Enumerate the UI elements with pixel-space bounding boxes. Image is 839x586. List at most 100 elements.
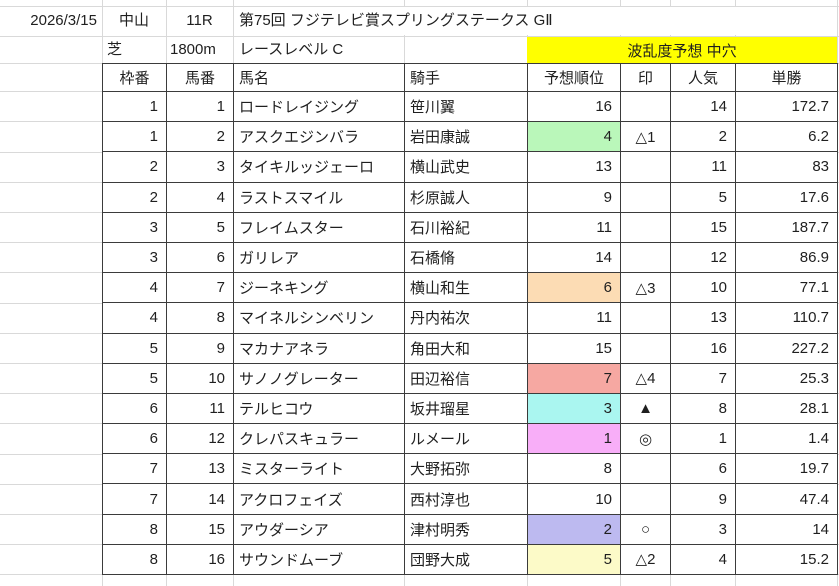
- popularity-cell[interactable]: 7: [670, 362, 736, 394]
- predicted-rank-cell[interactable]: 10: [527, 483, 621, 515]
- frame-number-cell[interactable]: 4: [102, 302, 167, 334]
- horse-name-cell[interactable]: フレイムスター: [233, 211, 405, 243]
- horse-number-cell[interactable]: 5: [166, 211, 234, 243]
- header-mark[interactable]: 印: [620, 63, 671, 92]
- win-odds-cell[interactable]: 86.9: [735, 241, 838, 274]
- race-number-cell[interactable]: 11R: [186, 12, 213, 29]
- jockey-cell[interactable]: 杉原誠人: [404, 181, 528, 213]
- frame-number-cell[interactable]: 1: [102, 90, 167, 123]
- frame-number-cell[interactable]: 6: [102, 392, 167, 425]
- header-popularity[interactable]: 人気: [670, 63, 736, 92]
- frame-number-cell[interactable]: 6: [102, 423, 167, 455]
- horse-number-cell[interactable]: 13: [166, 453, 234, 485]
- popularity-cell[interactable]: 8: [670, 392, 736, 425]
- predicted-rank-cell[interactable]: 4: [527, 121, 621, 153]
- distance-cell[interactable]: 1800m: [170, 41, 216, 58]
- mark-cell[interactable]: △3: [620, 272, 671, 304]
- horse-number-cell[interactable]: 10: [166, 362, 234, 394]
- win-odds-cell[interactable]: 110.7: [735, 302, 838, 334]
- horse-number-cell[interactable]: 3: [166, 151, 234, 183]
- frame-number-cell[interactable]: 7: [102, 483, 167, 515]
- horse-number-cell[interactable]: 15: [166, 513, 234, 545]
- popularity-cell[interactable]: 2: [670, 121, 736, 153]
- horse-name-cell[interactable]: クレパスキュラー: [233, 423, 405, 455]
- frame-number-cell[interactable]: 5: [102, 362, 167, 394]
- predicted-rank-cell[interactable]: 1: [527, 423, 621, 455]
- frame-number-cell[interactable]: 7: [102, 453, 167, 485]
- win-odds-cell[interactable]: 14: [735, 513, 838, 545]
- horse-name-cell[interactable]: マイネルシンベリン: [233, 302, 405, 334]
- horse-number-cell[interactable]: 6: [166, 241, 234, 274]
- race-date-cell[interactable]: 2026/3/15: [30, 12, 97, 29]
- horse-number-cell[interactable]: 14: [166, 483, 234, 515]
- horse-name-cell[interactable]: アスクエジンバラ: [233, 121, 405, 153]
- popularity-cell[interactable]: 6: [670, 453, 736, 485]
- horse-number-cell[interactable]: 16: [166, 543, 234, 576]
- header-predicted-rank[interactable]: 予想順位: [527, 63, 621, 92]
- predicted-rank-cell[interactable]: 7: [527, 362, 621, 394]
- jockey-cell[interactable]: 岩田康誠: [404, 121, 528, 153]
- volatility-banner[interactable]: 波乱度予想 中穴: [527, 37, 837, 63]
- mark-cell[interactable]: [620, 332, 671, 364]
- jockey-cell[interactable]: 笹川翼: [404, 90, 528, 123]
- horse-name-cell[interactable]: ジーネキング: [233, 272, 405, 304]
- jockey-cell[interactable]: ルメール: [404, 423, 528, 455]
- mark-cell[interactable]: △2: [620, 543, 671, 576]
- header-frame-number[interactable]: 枠番: [102, 63, 167, 92]
- jockey-cell[interactable]: 角田大和: [404, 332, 528, 364]
- popularity-cell[interactable]: 9: [670, 483, 736, 515]
- header-win-odds[interactable]: 単勝: [735, 63, 838, 92]
- frame-number-cell[interactable]: 3: [102, 211, 167, 243]
- mark-cell[interactable]: [620, 241, 671, 274]
- jockey-cell[interactable]: 丹内祐次: [404, 302, 528, 334]
- mark-cell[interactable]: [620, 302, 671, 334]
- horse-name-cell[interactable]: ガリレア: [233, 241, 405, 274]
- jockey-cell[interactable]: 石橋脩: [404, 241, 528, 274]
- frame-number-cell[interactable]: 8: [102, 513, 167, 545]
- frame-number-cell[interactable]: 5: [102, 332, 167, 364]
- horse-name-cell[interactable]: テルヒコウ: [233, 392, 405, 425]
- jockey-cell[interactable]: 石川裕紀: [404, 211, 528, 243]
- horse-number-cell[interactable]: 1: [166, 90, 234, 123]
- win-odds-cell[interactable]: 77.1: [735, 272, 838, 304]
- popularity-cell[interactable]: 16: [670, 332, 736, 364]
- frame-number-cell[interactable]: 1: [102, 121, 167, 153]
- mark-cell[interactable]: △1: [620, 121, 671, 153]
- jockey-cell[interactable]: 横山武史: [404, 151, 528, 183]
- surface-cell[interactable]: 芝: [107, 41, 123, 58]
- jockey-cell[interactable]: 横山和生: [404, 272, 528, 304]
- horse-number-cell[interactable]: 4: [166, 181, 234, 213]
- predicted-rank-cell[interactable]: 6: [527, 272, 621, 304]
- mark-cell[interactable]: ◎: [620, 423, 671, 455]
- win-odds-cell[interactable]: 187.7: [735, 211, 838, 243]
- frame-number-cell[interactable]: 2: [102, 151, 167, 183]
- horse-name-cell[interactable]: アウダーシア: [233, 513, 405, 545]
- popularity-cell[interactable]: 15: [670, 211, 736, 243]
- horse-number-cell[interactable]: 7: [166, 272, 234, 304]
- win-odds-cell[interactable]: 83: [735, 151, 838, 183]
- jockey-cell[interactable]: 大野拓弥: [404, 453, 528, 485]
- mark-cell[interactable]: [620, 151, 671, 183]
- win-odds-cell[interactable]: 47.4: [735, 483, 838, 515]
- popularity-cell[interactable]: 10: [670, 272, 736, 304]
- frame-number-cell[interactable]: 3: [102, 241, 167, 274]
- horse-number-cell[interactable]: 11: [166, 392, 234, 425]
- jockey-cell[interactable]: 坂井瑠星: [404, 392, 528, 425]
- mark-cell[interactable]: [620, 453, 671, 485]
- mark-cell[interactable]: [620, 181, 671, 213]
- horse-number-cell[interactable]: 9: [166, 332, 234, 364]
- race-title-cell[interactable]: 第75回 フジテレビ賞スプリングステークス GⅡ: [239, 12, 553, 29]
- predicted-rank-cell[interactable]: 8: [527, 453, 621, 485]
- mark-cell[interactable]: ○: [620, 513, 671, 545]
- jockey-cell[interactable]: 田辺裕信: [404, 362, 528, 394]
- popularity-cell[interactable]: 11: [670, 151, 736, 183]
- horse-name-cell[interactable]: ラストスマイル: [233, 181, 405, 213]
- horse-number-cell[interactable]: 12: [166, 423, 234, 455]
- jockey-cell[interactable]: 津村明秀: [404, 513, 528, 545]
- race-level-cell[interactable]: レースレベル C: [239, 41, 344, 58]
- win-odds-cell[interactable]: 6.2: [735, 121, 838, 153]
- predicted-rank-cell[interactable]: 13: [527, 151, 621, 183]
- jockey-cell[interactable]: 団野大成: [404, 543, 528, 576]
- mark-cell[interactable]: [620, 483, 671, 515]
- predicted-rank-cell[interactable]: 16: [527, 90, 621, 123]
